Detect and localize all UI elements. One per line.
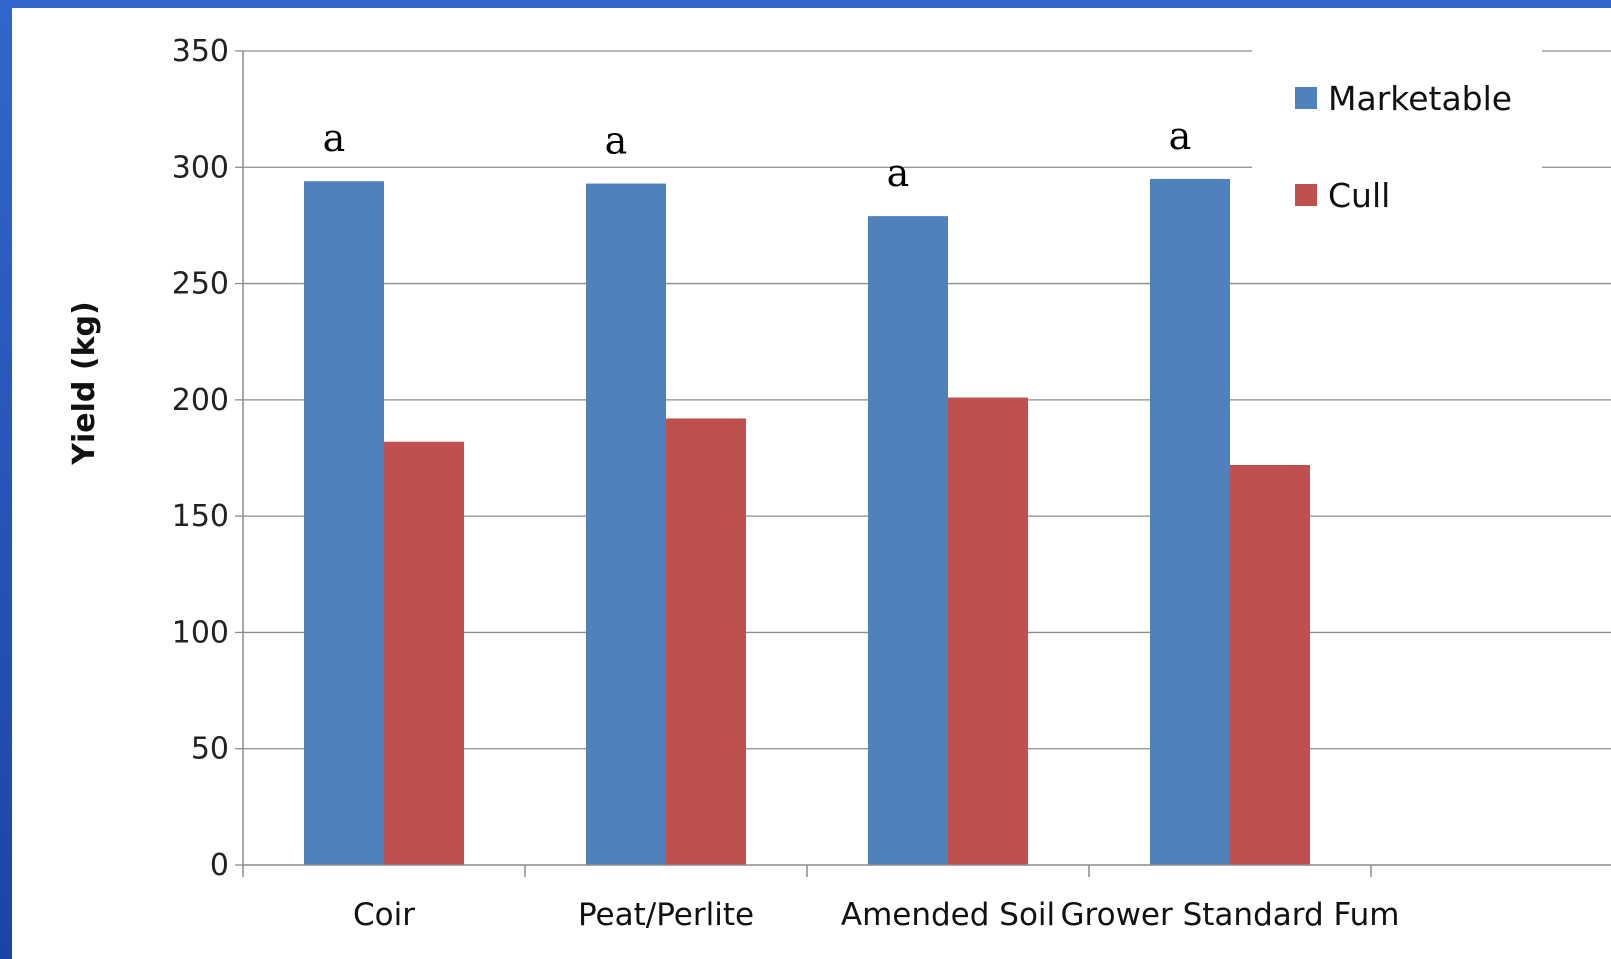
- significance-labels: a aaa: [323, 114, 1192, 195]
- x-category-labels: Coir Peat/Perlite Amended Soil Grower Stand…: [353, 897, 1399, 933]
- bar-cull-2: [948, 397, 1028, 865]
- y-tick-label: 350: [172, 34, 229, 69]
- y-tick-label: 200: [172, 383, 229, 418]
- bar-cull-0: [384, 441, 464, 865]
- significance-letter: a: [1169, 114, 1192, 158]
- bar-cull-3: [1230, 464, 1310, 865]
- bar-marketable-2: [868, 216, 948, 865]
- y-tick-label: 150: [172, 499, 229, 534]
- y-axis-title: Yield (kg): [67, 301, 102, 465]
- bar-marketable-3: [1150, 178, 1230, 865]
- legend-swatch-marketable: [1295, 87, 1317, 109]
- x-category-label: Grower Standard Fum: [1061, 897, 1400, 933]
- chart-panel: 0 50 100 150 200 250 300 350 Coir Peat/Perlite Am…: [12, 8, 1611, 959]
- bar-marketable-0: [304, 181, 384, 866]
- bar-cull-1: [666, 418, 746, 865]
- y-tick-label: 0: [210, 848, 229, 883]
- legend-label-cull: Cull: [1328, 176, 1390, 215]
- y-tick-label: 300: [172, 150, 229, 185]
- significance-letter: a: [323, 116, 346, 160]
- axes: [235, 50, 1611, 877]
- bars: [304, 178, 1310, 866]
- y-tick-label: 250: [172, 267, 229, 302]
- y-tick-label: 50: [191, 732, 229, 767]
- y-tick-labels: 0 50 100 150 200 250 300 350: [172, 34, 229, 883]
- x-category-label: Coir: [353, 897, 415, 933]
- significance-letter: a: [605, 119, 628, 163]
- bar-chart: 0 50 100 150 200 250 300 350 Coir Peat/Perlite Am…: [67, 34, 1611, 933]
- legend: Marketable Cull: [1295, 79, 1512, 215]
- legend-swatch-cull: [1295, 184, 1317, 206]
- bar-marketable-1: [586, 183, 666, 865]
- x-category-label: Peat/Perlite: [578, 897, 754, 933]
- x-category-label: Amended Soil: [841, 897, 1055, 933]
- y-tick-label: 100: [172, 615, 229, 650]
- legend-label-marketable: Marketable: [1328, 79, 1512, 118]
- significance-letter: a: [887, 151, 910, 195]
